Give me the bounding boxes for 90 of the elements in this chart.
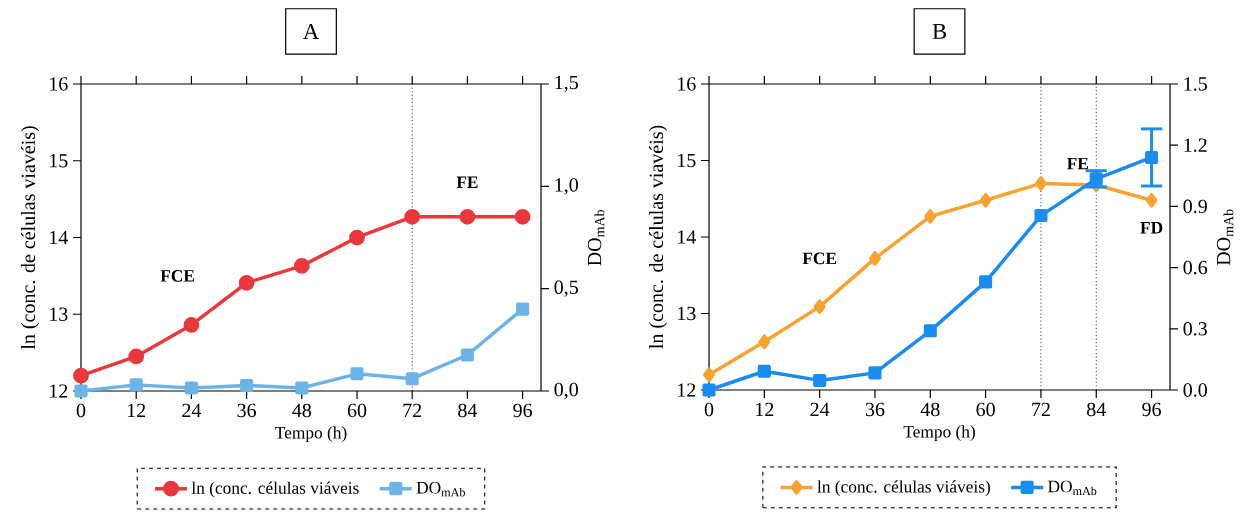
point <box>516 302 530 316</box>
point <box>350 367 364 381</box>
x-tick-label: 96 <box>513 403 533 418</box>
point <box>240 378 254 393</box>
point <box>813 373 827 387</box>
x-tick-label: 72 <box>403 403 422 417</box>
y-tick-label: 15 <box>50 154 68 168</box>
y-tick-label: 12 <box>678 383 696 397</box>
x-tick-label: 36 <box>865 402 885 417</box>
y-axis-title: ln (conc. de células viavéis) <box>648 125 668 349</box>
x-tick-label: 60 <box>347 403 367 418</box>
point <box>813 299 826 314</box>
point <box>757 364 771 378</box>
x-tick-label: 60 <box>976 402 995 417</box>
point <box>702 383 716 397</box>
y2-tick-label: 1.5 <box>1184 77 1207 91</box>
chart-title: B <box>932 23 946 39</box>
x-tick-label: 0 <box>76 403 86 418</box>
point <box>758 334 771 350</box>
x-tick-label: 24 <box>810 402 830 416</box>
y-tick-label: 13 <box>678 306 696 321</box>
point <box>703 367 715 383</box>
y-tick-label: 15 <box>678 153 696 168</box>
x-tick-label: 12 <box>756 402 774 416</box>
y2-tick-label: 0.0 <box>1183 383 1207 397</box>
annotation: FD <box>1140 222 1163 234</box>
annotation: FCE <box>160 270 195 282</box>
y2-tick-label: 1,5 <box>555 75 578 93</box>
y2-axis-title: DO$_{mAb}$ <box>1216 209 1234 266</box>
point <box>404 208 421 225</box>
y-tick-label: 12 <box>50 384 68 398</box>
point <box>238 274 255 291</box>
x-axis-title: Tempo (h) <box>275 426 347 443</box>
point <box>129 378 143 392</box>
point <box>1034 176 1047 191</box>
point <box>979 275 993 289</box>
annotation: FE <box>456 176 478 188</box>
x-axis-title: Tempo (h) <box>903 425 975 442</box>
x-tick-label: 96 <box>1142 402 1161 417</box>
x-tick-label: 36 <box>237 403 257 418</box>
point <box>74 384 88 398</box>
point <box>924 209 937 224</box>
point <box>349 229 365 246</box>
y2-tick-label: 0.3 <box>1183 322 1207 336</box>
annotation: FE <box>1067 157 1088 170</box>
y2-tick-label: 0,5 <box>554 280 578 297</box>
x-tick-label: 24 <box>182 403 202 417</box>
legend-label: ln (conc. células viáveis) <box>817 480 990 497</box>
x-tick-label: 0 <box>704 402 714 417</box>
y2-axis-title: DO$_{mAb}$ <box>587 209 605 266</box>
y2-tick-label: 1.2 <box>1184 138 1207 152</box>
x-tick-label: 48 <box>920 402 940 417</box>
point <box>868 366 882 380</box>
point <box>1089 172 1103 186</box>
legend-label: DO$_{mAb}$ <box>1048 480 1097 496</box>
point <box>979 192 992 208</box>
point <box>184 381 198 395</box>
point <box>1145 150 1159 164</box>
y-tick-label: 16 <box>50 77 68 91</box>
y-tick-label: 13 <box>50 307 68 321</box>
point <box>183 317 200 333</box>
annotation: FCE <box>802 252 837 265</box>
point <box>1145 192 1158 208</box>
y-tick-label: 14 <box>678 230 696 244</box>
x-tick-label: 12 <box>127 403 146 417</box>
x-tick-label: 84 <box>1087 402 1106 417</box>
point <box>293 258 310 274</box>
point <box>869 251 881 266</box>
point <box>514 208 531 225</box>
y-tick-label: 16 <box>678 77 696 91</box>
legend-label: DO$_{mAb}$ <box>416 481 465 497</box>
point <box>128 348 145 365</box>
point <box>460 348 474 362</box>
y2-tick-label: 0,0 <box>554 382 578 400</box>
point <box>923 324 937 338</box>
y2-tick-label: 1,0 <box>555 178 578 195</box>
chart-title: A <box>303 23 320 39</box>
x-tick-label: 48 <box>292 403 312 418</box>
y2-tick-label: 0.6 <box>1183 260 1208 275</box>
x-tick-label: 84 <box>458 403 478 418</box>
y2-tick-label: 0.9 <box>1183 199 1207 214</box>
point <box>1034 209 1048 223</box>
point <box>295 381 309 395</box>
x-tick-label: 72 <box>1032 402 1050 416</box>
legend-label: ln (conc. células viáveis <box>191 481 359 498</box>
point <box>405 372 419 386</box>
y-axis-title: ln (conc. de células viavéis) <box>20 126 40 350</box>
point <box>73 367 89 384</box>
y-tick-label: 14 <box>50 230 68 245</box>
point <box>459 208 476 225</box>
